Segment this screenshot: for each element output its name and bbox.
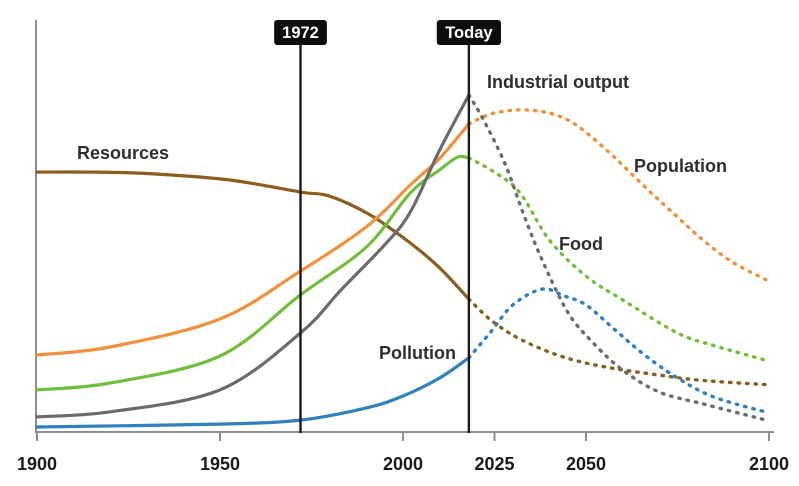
curve-labels: Resources Industrial output Population F… (77, 72, 727, 363)
food-curve-solid (35, 154, 471, 392)
industrial-output-label: Industrial output (487, 72, 629, 92)
population-label: Population (634, 156, 727, 176)
food-label: Food (559, 234, 603, 254)
food-curve-dashed (467, 156, 771, 363)
event-label-1972: 1972 (282, 24, 319, 42)
pollution-curve-dashed (467, 287, 771, 415)
x-tick-label-2025: 2025 (474, 454, 514, 474)
event-box-today (436, 20, 501, 45)
x-tick-label-1900: 1900 (17, 454, 57, 474)
industrial-output-curve-solid (35, 93, 471, 419)
pollution-curve-solid (35, 356, 471, 429)
event-label-today: Today (445, 24, 493, 42)
resources-curve-solid (35, 170, 471, 301)
axes (35, 20, 774, 433)
industrial-output-curve-dashed (467, 93, 771, 423)
resources-curve-dashed (467, 297, 771, 387)
x-tick-label-2000: 2000 (383, 454, 423, 474)
resources-label: Resources (77, 143, 169, 163)
event-box-1972 (274, 20, 327, 45)
event-markers: 1972 Today (274, 20, 501, 433)
x-tick-label-1950: 1950 (200, 454, 240, 474)
x-axis-ticks: 1900 1950 2000 2025 2050 2100 (17, 432, 789, 474)
x-tick-label-2050: 2050 (566, 454, 606, 474)
x-tick-label-2100: 2100 (749, 454, 789, 474)
pollution-label: Pollution (379, 343, 456, 363)
series-curves (35, 93, 771, 429)
population-curve-dashed (467, 108, 771, 283)
